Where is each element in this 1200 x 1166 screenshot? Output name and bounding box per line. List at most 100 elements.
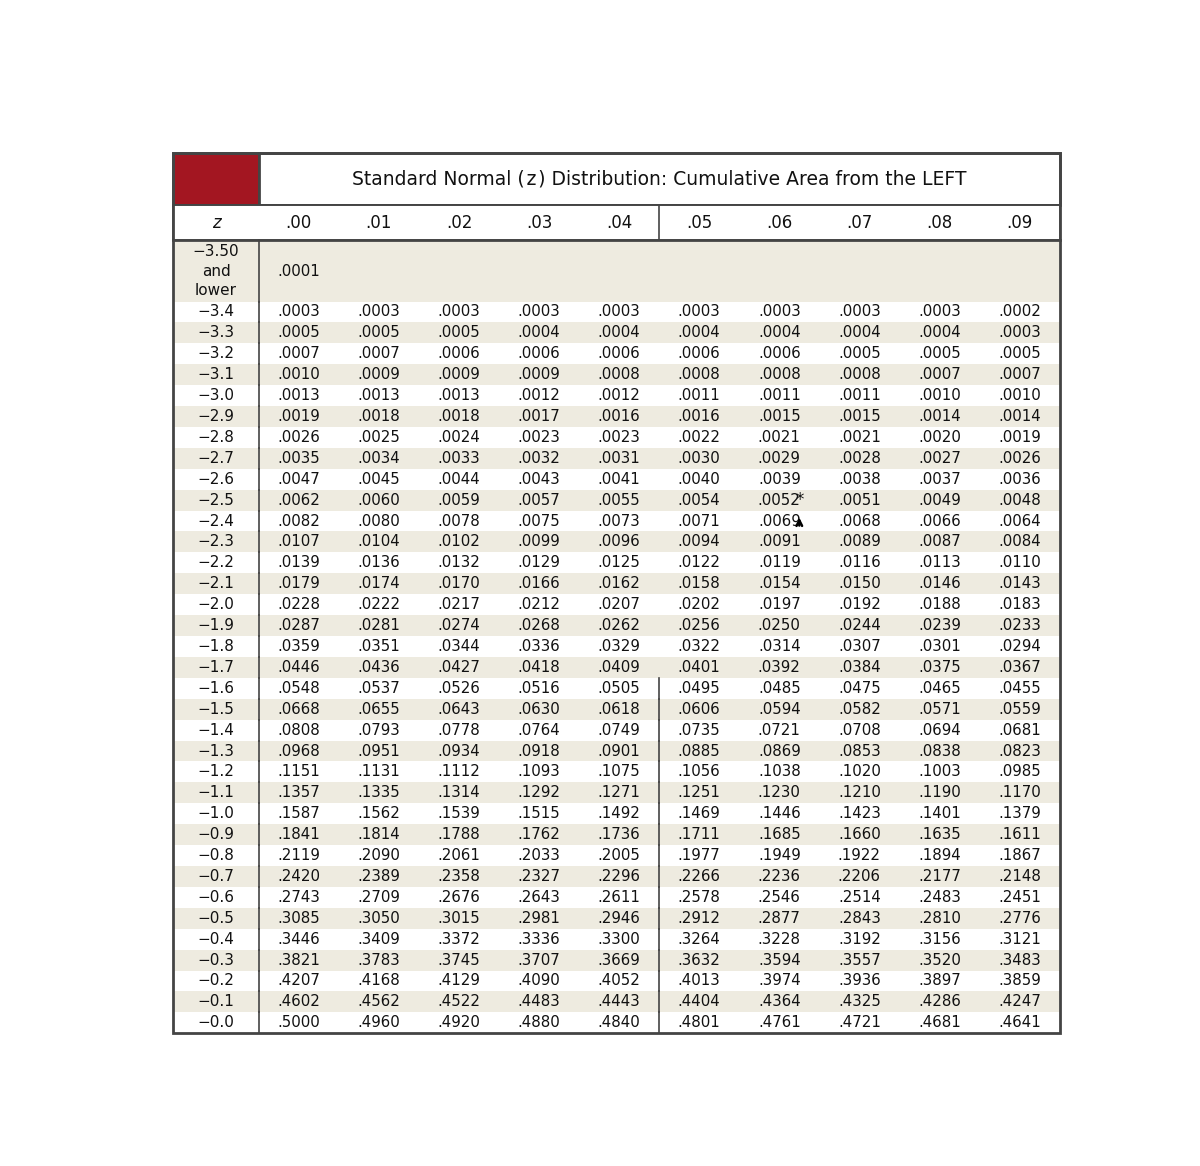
Text: .0455: .0455 <box>998 681 1040 696</box>
Text: .1446: .1446 <box>758 806 800 821</box>
Text: .0024: .0024 <box>438 430 480 445</box>
Text: .2090: .2090 <box>358 848 401 863</box>
Text: .2266: .2266 <box>678 869 721 884</box>
Text: −2.4: −2.4 <box>198 513 234 528</box>
Bar <box>173 677 1060 698</box>
Text: .0015: .0015 <box>838 409 881 424</box>
Text: .0823: .0823 <box>998 744 1040 759</box>
Text: .0030: .0030 <box>678 451 720 466</box>
Text: .0018: .0018 <box>358 409 401 424</box>
Text: .2611: .2611 <box>598 890 641 905</box>
Text: .0040: .0040 <box>678 472 720 486</box>
Text: .3974: .3974 <box>758 974 800 989</box>
Text: .0015: .0015 <box>758 409 800 424</box>
Text: −0.7: −0.7 <box>198 869 234 884</box>
Text: .0084: .0084 <box>998 534 1040 549</box>
Text: .1660: .1660 <box>838 827 881 842</box>
Text: .0089: .0089 <box>838 534 881 549</box>
Text: .0322: .0322 <box>678 639 721 654</box>
Text: .0013: .0013 <box>358 388 401 403</box>
Text: .0005: .0005 <box>277 325 320 340</box>
Text: .0129: .0129 <box>517 555 560 570</box>
Text: .0418: .0418 <box>517 660 560 675</box>
Text: .0475: .0475 <box>838 681 881 696</box>
Text: .0019: .0019 <box>998 430 1040 445</box>
Text: .1841: .1841 <box>277 827 320 842</box>
Text: .01: .01 <box>366 213 392 232</box>
Text: .1401: .1401 <box>918 806 961 821</box>
Text: .0749: .0749 <box>598 723 641 738</box>
Text: .0019: .0019 <box>277 409 320 424</box>
Text: .0132: .0132 <box>438 555 480 570</box>
Text: .1003: .1003 <box>918 765 961 779</box>
Text: .0014: .0014 <box>918 409 961 424</box>
Text: .1469: .1469 <box>678 806 720 821</box>
Text: .0006: .0006 <box>517 346 560 361</box>
Text: .0643: .0643 <box>438 702 480 717</box>
Text: −1.3: −1.3 <box>198 744 234 759</box>
Text: .0004: .0004 <box>838 325 881 340</box>
Text: .0375: .0375 <box>918 660 961 675</box>
Text: .0392: .0392 <box>758 660 800 675</box>
Text: .0006: .0006 <box>678 346 720 361</box>
Text: .1587: .1587 <box>277 806 320 821</box>
Text: .0016: .0016 <box>598 409 641 424</box>
Text: .3745: .3745 <box>438 953 480 968</box>
Text: .2420: .2420 <box>277 869 320 884</box>
Text: .0003: .0003 <box>998 325 1040 340</box>
Text: .0618: .0618 <box>598 702 641 717</box>
Text: .1112: .1112 <box>438 765 480 779</box>
Text: .4325: .4325 <box>838 995 881 1010</box>
Text: .0003: .0003 <box>838 304 881 319</box>
Text: −0.5: −0.5 <box>198 911 234 926</box>
Text: .0516: .0516 <box>517 681 560 696</box>
Text: .0069: .0069 <box>758 513 800 528</box>
Text: .2912: .2912 <box>678 911 721 926</box>
Text: .1922: .1922 <box>838 848 881 863</box>
Text: .1190: .1190 <box>918 786 961 800</box>
Text: .0314: .0314 <box>758 639 800 654</box>
Bar <box>173 385 1060 406</box>
Text: .0918: .0918 <box>517 744 560 759</box>
Text: .0104: .0104 <box>358 534 401 549</box>
Text: .0060: .0060 <box>358 493 401 507</box>
Text: .0571: .0571 <box>918 702 961 717</box>
Text: .0078: .0078 <box>438 513 480 528</box>
Text: −1.5: −1.5 <box>198 702 234 717</box>
Text: .0212: .0212 <box>517 597 560 612</box>
Bar <box>173 204 1060 240</box>
Text: .3897: .3897 <box>918 974 961 989</box>
Text: .0036: .0036 <box>998 472 1040 486</box>
Text: .1093: .1093 <box>517 765 560 779</box>
Text: .3336: .3336 <box>517 932 560 947</box>
Text: .3783: .3783 <box>358 953 401 968</box>
Text: .1492: .1492 <box>598 806 641 821</box>
Text: .4013: .4013 <box>678 974 720 989</box>
Text: .3669: .3669 <box>598 953 641 968</box>
Text: .3483: .3483 <box>998 953 1040 968</box>
Text: .1271: .1271 <box>598 786 641 800</box>
Text: .0735: .0735 <box>678 723 720 738</box>
Bar <box>173 490 1060 511</box>
Text: .1210: .1210 <box>838 786 881 800</box>
Text: .1814: .1814 <box>358 827 401 842</box>
Bar <box>173 656 1060 677</box>
Text: .0764: .0764 <box>517 723 560 738</box>
Text: .0174: .0174 <box>358 576 401 591</box>
Text: .0020: .0020 <box>918 430 961 445</box>
Text: .0013: .0013 <box>277 388 320 403</box>
Text: .0013: .0013 <box>438 388 480 403</box>
Text: .4364: .4364 <box>758 995 800 1010</box>
Text: .00: .00 <box>286 213 312 232</box>
Text: .3121: .3121 <box>998 932 1040 947</box>
Bar <box>173 949 1060 970</box>
Text: .0351: .0351 <box>358 639 401 654</box>
Text: .0005: .0005 <box>838 346 881 361</box>
Bar <box>173 803 1060 824</box>
Text: .0838: .0838 <box>918 744 961 759</box>
Text: .5000: .5000 <box>277 1016 320 1031</box>
Text: .0287: .0287 <box>277 618 320 633</box>
Text: −0.8: −0.8 <box>198 848 234 863</box>
Text: .4602: .4602 <box>277 995 320 1010</box>
Text: .0217: .0217 <box>438 597 480 612</box>
